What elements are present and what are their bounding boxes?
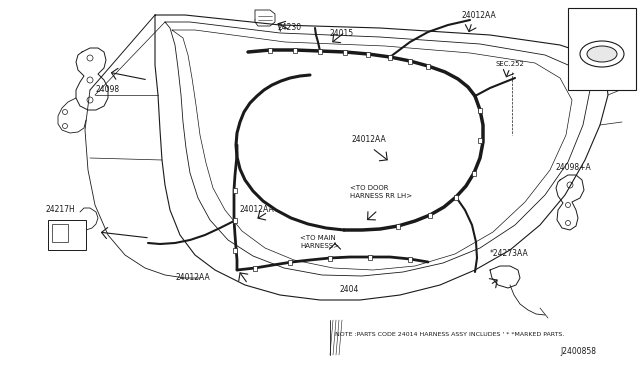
- Text: 2404: 2404: [340, 285, 360, 295]
- Bar: [472, 170, 476, 176]
- Text: 242690B: 242690B: [586, 13, 618, 19]
- Text: ø54.5: ø54.5: [593, 23, 611, 29]
- Bar: [293, 48, 297, 52]
- Text: SEC.252: SEC.252: [496, 61, 525, 67]
- Text: *24273AA: *24273AA: [490, 250, 529, 259]
- Bar: [52, 224, 68, 242]
- Bar: [328, 256, 332, 260]
- Bar: [388, 55, 392, 60]
- Text: NOTE :PARTS CODE 24014 HARNESS ASSY INCLUDES ' * *MARKED PARTS.: NOTE :PARTS CODE 24014 HARNESS ASSY INCL…: [335, 333, 564, 337]
- Text: 24230: 24230: [278, 22, 302, 32]
- Bar: [268, 48, 272, 52]
- Text: 24015: 24015: [330, 29, 354, 38]
- Text: HARNESS>: HARNESS>: [300, 243, 339, 249]
- Bar: [408, 58, 412, 64]
- Text: ø48.0: ø48.0: [593, 76, 611, 80]
- Text: J2400858: J2400858: [560, 347, 596, 356]
- Bar: [48, 220, 86, 250]
- Bar: [233, 218, 237, 222]
- Bar: [478, 138, 482, 142]
- Bar: [368, 254, 372, 260]
- Bar: [288, 260, 292, 264]
- Text: 24217H: 24217H: [46, 205, 76, 215]
- Bar: [233, 247, 237, 253]
- Bar: [396, 224, 400, 228]
- Bar: [233, 187, 237, 192]
- Text: <TO MAIN: <TO MAIN: [300, 235, 336, 241]
- Ellipse shape: [580, 41, 624, 67]
- Text: 24098: 24098: [95, 86, 119, 94]
- Bar: [454, 195, 458, 199]
- Text: 24098+A: 24098+A: [556, 164, 592, 173]
- Bar: [428, 212, 432, 218]
- Bar: [568, 8, 636, 90]
- Text: HARNESS RR LH>: HARNESS RR LH>: [350, 193, 412, 199]
- Ellipse shape: [587, 46, 617, 62]
- Bar: [253, 266, 257, 270]
- Bar: [408, 257, 412, 262]
- Bar: [343, 49, 347, 55]
- Text: 24012AA: 24012AA: [240, 205, 275, 215]
- Text: 24012AA: 24012AA: [462, 12, 497, 20]
- Text: <TO DOOR: <TO DOOR: [350, 185, 388, 191]
- Bar: [366, 51, 370, 57]
- Bar: [478, 108, 482, 112]
- Text: 24012AA: 24012AA: [175, 273, 210, 282]
- Bar: [318, 48, 322, 54]
- Bar: [426, 64, 430, 68]
- Text: 24012AA: 24012AA: [352, 135, 387, 144]
